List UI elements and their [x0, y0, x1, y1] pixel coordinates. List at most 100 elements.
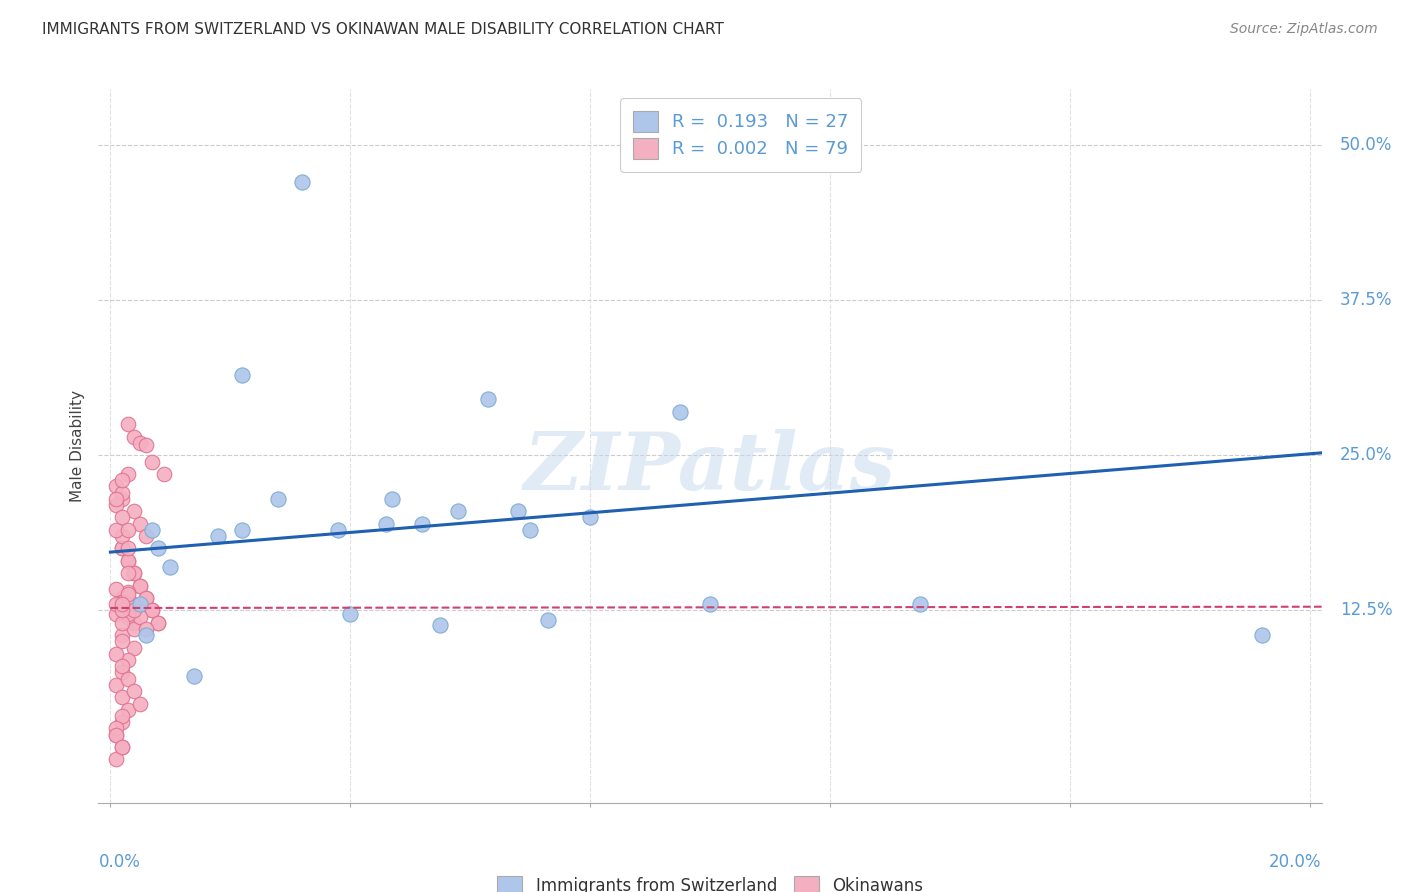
Point: [124, 684, 146, 698]
Point: [579, 510, 602, 524]
Point: [135, 591, 157, 605]
Point: [291, 175, 314, 189]
Point: [117, 597, 139, 611]
Point: [135, 622, 157, 636]
Point: [111, 690, 134, 705]
Point: [141, 603, 163, 617]
Point: [429, 618, 451, 632]
Point: [148, 541, 170, 556]
Point: [117, 584, 139, 599]
Point: [148, 615, 170, 630]
Point: [111, 739, 134, 754]
Y-axis label: Male Disability: Male Disability: [70, 390, 86, 502]
Point: [117, 523, 139, 537]
Point: [105, 752, 128, 766]
Point: [124, 430, 146, 444]
Point: [111, 591, 134, 605]
Point: [129, 579, 152, 593]
Point: [231, 523, 253, 537]
Point: [537, 613, 560, 627]
Point: [105, 491, 128, 506]
Point: [124, 615, 146, 630]
Point: [129, 579, 152, 593]
Point: [124, 597, 146, 611]
Point: [1250, 628, 1272, 642]
Point: [129, 609, 152, 624]
Text: Source: ZipAtlas.com: Source: ZipAtlas.com: [1230, 22, 1378, 37]
Point: [111, 597, 134, 611]
Point: [148, 615, 170, 630]
Text: 0.0%: 0.0%: [98, 853, 141, 871]
Legend: Immigrants from Switzerland, Okinawans: Immigrants from Switzerland, Okinawans: [491, 869, 929, 892]
Point: [117, 609, 139, 624]
Point: [135, 529, 157, 543]
Text: 50.0%: 50.0%: [1340, 136, 1392, 154]
Point: [699, 597, 721, 611]
Point: [153, 467, 176, 481]
Point: [117, 554, 139, 568]
Point: [519, 523, 541, 537]
Point: [124, 640, 146, 655]
Point: [111, 597, 134, 611]
Point: [129, 516, 152, 531]
Point: [124, 566, 146, 581]
Point: [111, 628, 134, 642]
Point: [111, 541, 134, 556]
Point: [111, 739, 134, 754]
Point: [111, 595, 134, 609]
Point: [117, 417, 139, 432]
Point: [117, 566, 139, 581]
Point: [381, 491, 404, 506]
Point: [231, 368, 253, 382]
Point: [124, 603, 146, 617]
Point: [105, 498, 128, 512]
Point: [111, 510, 134, 524]
Point: [117, 672, 139, 686]
Point: [111, 709, 134, 723]
Point: [183, 669, 205, 683]
Point: [105, 582, 128, 597]
Point: [141, 603, 163, 617]
Point: [117, 607, 139, 622]
Point: [105, 479, 128, 493]
Point: [105, 727, 128, 741]
Point: [124, 566, 146, 581]
Point: [105, 523, 128, 537]
Point: [124, 622, 146, 636]
Point: [117, 541, 139, 556]
Text: 12.5%: 12.5%: [1340, 601, 1392, 619]
Point: [111, 634, 134, 648]
Point: [105, 678, 128, 692]
Point: [105, 647, 128, 661]
Point: [117, 603, 139, 617]
Point: [129, 597, 152, 611]
Point: [105, 597, 128, 611]
Point: [111, 491, 134, 506]
Point: [477, 392, 499, 407]
Point: [117, 653, 139, 667]
Point: [111, 659, 134, 673]
Point: [124, 504, 146, 518]
Point: [111, 615, 134, 630]
Point: [339, 607, 361, 622]
Point: [105, 722, 128, 736]
Point: [117, 703, 139, 717]
Text: ZIPatlas: ZIPatlas: [524, 429, 896, 506]
Point: [267, 491, 290, 506]
Point: [111, 485, 134, 500]
Point: [111, 715, 134, 730]
Point: [111, 665, 134, 680]
Point: [117, 554, 139, 568]
Point: [135, 438, 157, 452]
Text: IMMIGRANTS FROM SWITZERLAND VS OKINAWAN MALE DISABILITY CORRELATION CHART: IMMIGRANTS FROM SWITZERLAND VS OKINAWAN …: [42, 22, 724, 37]
Point: [411, 516, 433, 531]
Text: 25.0%: 25.0%: [1340, 446, 1392, 465]
Point: [105, 727, 128, 741]
Point: [135, 628, 157, 642]
Point: [129, 697, 152, 711]
Point: [111, 541, 134, 556]
Point: [508, 504, 530, 518]
Point: [111, 473, 134, 487]
Point: [328, 523, 350, 537]
Text: 37.5%: 37.5%: [1340, 291, 1392, 310]
